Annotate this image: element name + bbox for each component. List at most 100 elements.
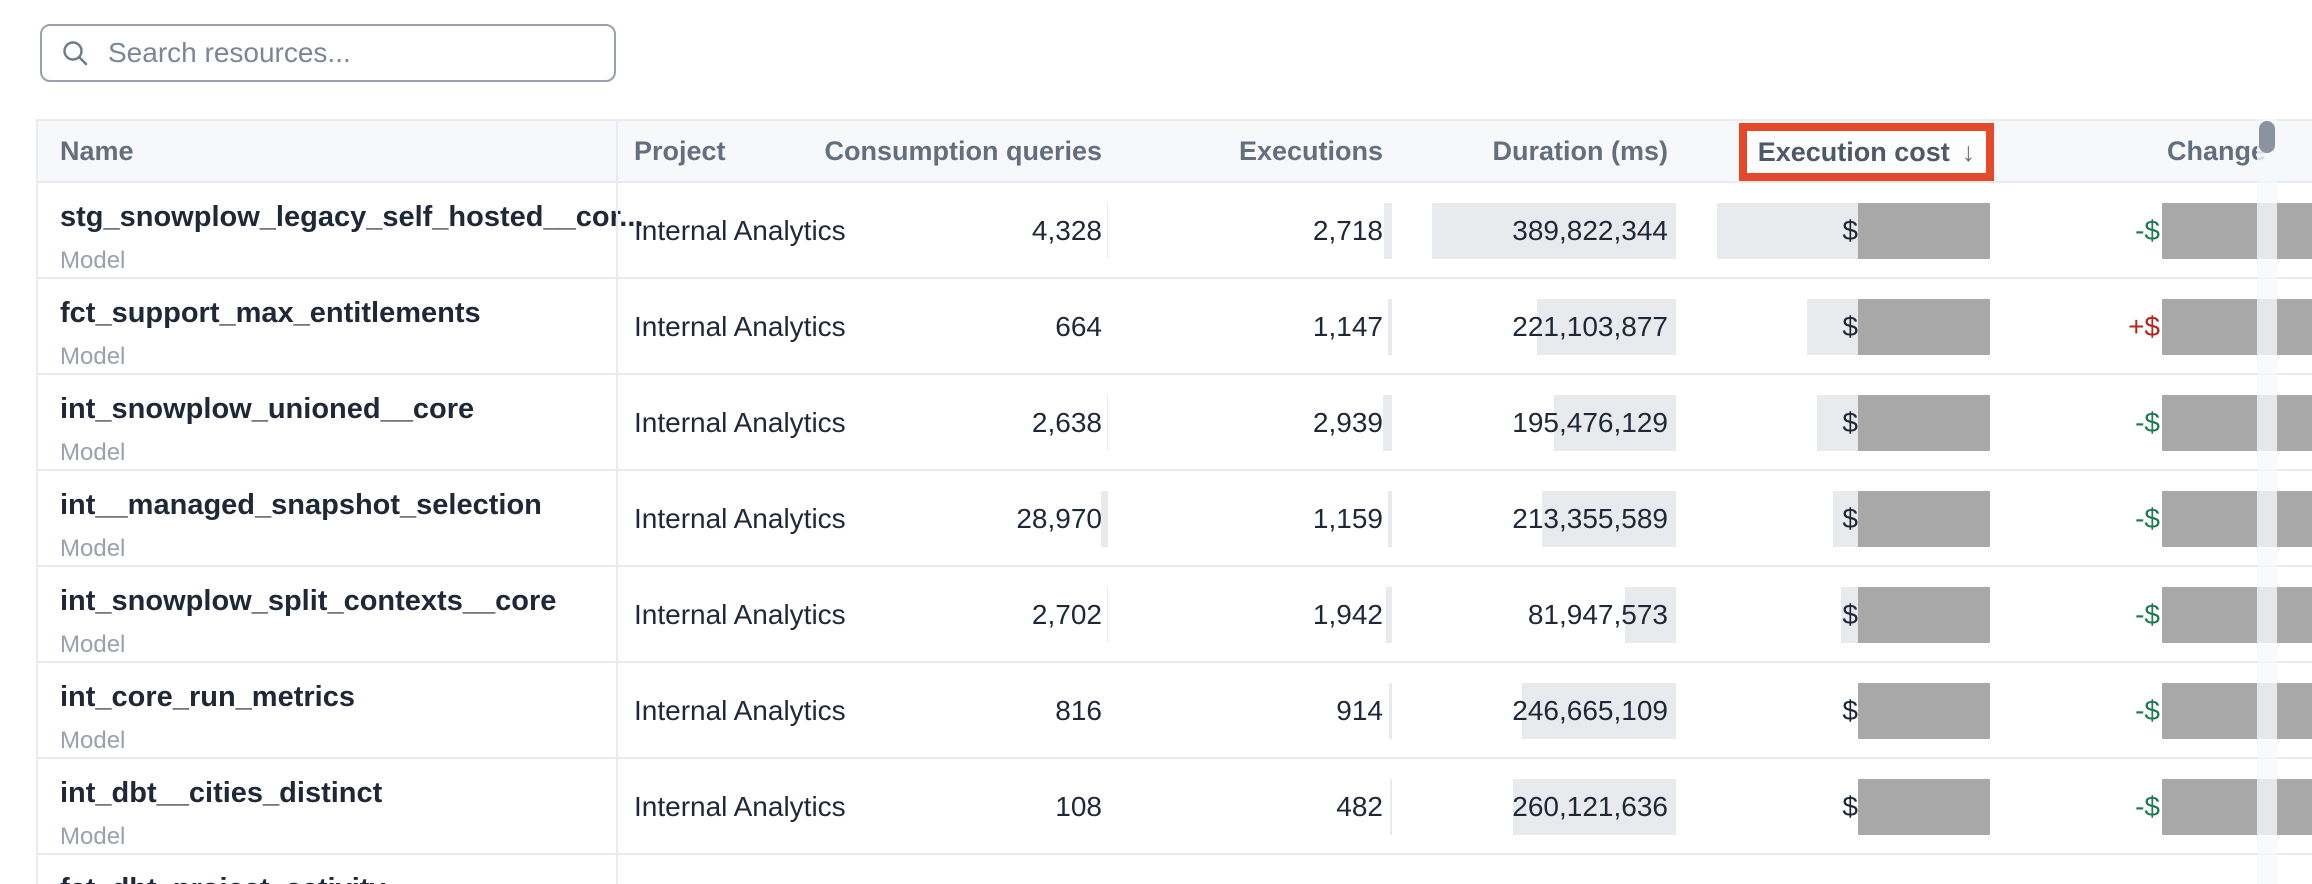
change-redaction-box xyxy=(2162,395,2312,451)
column-header-consumption-queries[interactable]: Consumption queries xyxy=(824,136,1102,166)
column-header-executions[interactable]: Executions xyxy=(1238,136,1383,166)
duration-value: 81,947,573 xyxy=(1527,599,1668,630)
name-column-divider xyxy=(616,119,618,884)
duration-value: 195,476,129 xyxy=(1512,407,1668,438)
table-row[interactable]: int_core_run_metrics Model Internal Anal… xyxy=(38,663,2312,759)
resource-name[interactable]: fct_support_max_entitlements xyxy=(60,297,481,329)
scrollbar-thumb[interactable] xyxy=(2259,121,2275,153)
change-sign: -$ xyxy=(2135,791,2160,822)
resource-name[interactable]: stg_snowplow_legacy_self_hosted__cor... xyxy=(60,201,644,233)
change-sign: -$ xyxy=(2135,407,2160,438)
resource-type: Model xyxy=(60,823,126,850)
duration-bar xyxy=(1432,203,1676,259)
name-cell: int_dbt__cities_distinct Model xyxy=(60,777,382,851)
column-header-project[interactable]: Project xyxy=(634,136,726,166)
consumption-queries-bar xyxy=(1107,395,1108,451)
executions-bar xyxy=(1390,779,1392,835)
consumption-queries-value: 108 xyxy=(1055,791,1102,822)
column-header-name[interactable]: Name xyxy=(60,136,134,166)
resource-type: Model xyxy=(60,535,126,562)
duration-value: 246,665,109 xyxy=(1512,695,1668,726)
execution-cost-bar xyxy=(1833,491,1858,547)
table-row[interactable]: fct_dbt_project_activity xyxy=(38,855,2312,884)
resource-type: Model xyxy=(60,631,126,658)
cost-redaction-box xyxy=(1858,683,1990,739)
change-redaction-box xyxy=(2162,491,2312,547)
duration-value: 221,103,877 xyxy=(1512,311,1668,342)
column-header-change[interactable]: Change xyxy=(2166,136,2266,166)
search-input[interactable] xyxy=(106,36,596,70)
executions-value: 914 xyxy=(1336,695,1383,726)
execution-cost-bar xyxy=(1717,203,1858,259)
project-cell: Internal Analytics xyxy=(634,791,846,822)
change-redaction-box xyxy=(2162,587,2312,643)
name-cell: int__managed_snapshot_selection Model xyxy=(60,489,542,563)
project-cell: Internal Analytics xyxy=(634,599,846,630)
duration-bar xyxy=(1522,683,1676,739)
name-cell: int_snowplow_unioned__core Model xyxy=(60,393,474,467)
consumption-queries-value: 664 xyxy=(1055,311,1102,342)
table-row[interactable]: int_snowplow_unioned__core Model Interna… xyxy=(38,375,2312,471)
resource-type: Model xyxy=(60,727,126,754)
project-cell: Internal Analytics xyxy=(634,215,846,246)
consumption-queries-bar xyxy=(1107,203,1108,259)
execution-cost-bar xyxy=(1841,587,1858,643)
duration-bar xyxy=(1513,779,1676,835)
resources-table: Name Project Consumption queries Executi… xyxy=(36,119,2312,884)
table-row[interactable]: int_dbt__cities_distinct Model Internal … xyxy=(38,759,2312,855)
scrollbar-track[interactable] xyxy=(2257,119,2277,884)
executions-value: 1,942 xyxy=(1312,599,1383,630)
resource-name[interactable]: fct_dbt_project_activity xyxy=(60,873,386,884)
consumption-queries-value: 4,328 xyxy=(1031,215,1102,246)
executions-bar xyxy=(1388,299,1392,355)
change-sign: -$ xyxy=(2135,695,2160,726)
execution-cost-bar xyxy=(1807,299,1858,355)
executions-bar xyxy=(1388,491,1392,547)
table-row[interactable]: int_snowplow_split_contexts__core Model … xyxy=(38,567,2312,663)
project-cell: Internal Analytics xyxy=(634,695,846,726)
resource-type: Model xyxy=(60,343,126,370)
column-header-duration[interactable]: Duration (ms) xyxy=(1492,136,1669,166)
cost-redaction-box xyxy=(1858,587,1990,643)
table-row[interactable]: int__managed_snapshot_selection Model In… xyxy=(38,471,2312,567)
executions-value: 1,159 xyxy=(1312,503,1383,534)
table-header-row: Name Project Consumption queries Executi… xyxy=(38,119,2312,183)
name-cell: stg_snowplow_legacy_self_hosted__cor... … xyxy=(60,201,643,275)
search-box[interactable] xyxy=(40,24,616,82)
resource-name[interactable]: int_snowplow_unioned__core xyxy=(60,393,475,425)
cost-currency-symbol: $ xyxy=(1842,311,1858,342)
executions-value: 482 xyxy=(1336,791,1383,822)
resource-name[interactable]: int__managed_snapshot_selection xyxy=(60,489,542,521)
table-row[interactable]: fct_support_max_entitlements Model Inter… xyxy=(38,279,2312,375)
table-body: stg_snowplow_legacy_self_hosted__cor... … xyxy=(38,183,2312,884)
cost-currency-symbol: $ xyxy=(1842,599,1858,630)
executions-bar xyxy=(1384,203,1392,259)
duration-value: 260,121,636 xyxy=(1512,791,1668,822)
duration-bar xyxy=(1625,587,1676,643)
table-row[interactable]: stg_snowplow_legacy_self_hosted__cor... … xyxy=(38,183,2312,279)
cost-currency-symbol: $ xyxy=(1842,791,1858,822)
resource-name[interactable]: int_dbt__cities_distinct xyxy=(60,777,383,809)
name-cell: int_core_run_metrics Model xyxy=(60,681,355,755)
change-sign: +$ xyxy=(2128,311,2160,342)
executions-value: 2,718 xyxy=(1312,215,1383,246)
execution-cost-annotation-box: Execution cost ↓ xyxy=(1739,123,1994,181)
cost-redaction-box xyxy=(1858,779,1990,835)
resource-name[interactable]: int_snowplow_split_contexts__core xyxy=(60,585,557,617)
column-header-execution-cost[interactable]: Execution cost xyxy=(1757,136,1950,167)
sort-descending-icon[interactable]: ↓ xyxy=(1961,136,1976,167)
duration-bar xyxy=(1554,395,1676,451)
name-cell: int_snowplow_split_contexts__core Model xyxy=(60,585,556,659)
cost-redaction-box xyxy=(1858,299,1990,355)
consumption-queries-value: 2,702 xyxy=(1031,599,1102,630)
resource-name[interactable]: int_core_run_metrics xyxy=(60,681,355,713)
project-cell: Internal Analytics xyxy=(634,311,846,342)
name-cell: fct_dbt_project_activity xyxy=(60,873,386,884)
cost-redaction-box xyxy=(1858,491,1990,547)
consumption-queries-bar xyxy=(1107,587,1108,643)
executions-value: 2,939 xyxy=(1312,407,1383,438)
duration-bar xyxy=(1537,299,1676,355)
change-redaction-box xyxy=(2162,779,2312,835)
change-redaction-box xyxy=(2162,203,2312,259)
consumption-queries-value: 816 xyxy=(1055,695,1102,726)
